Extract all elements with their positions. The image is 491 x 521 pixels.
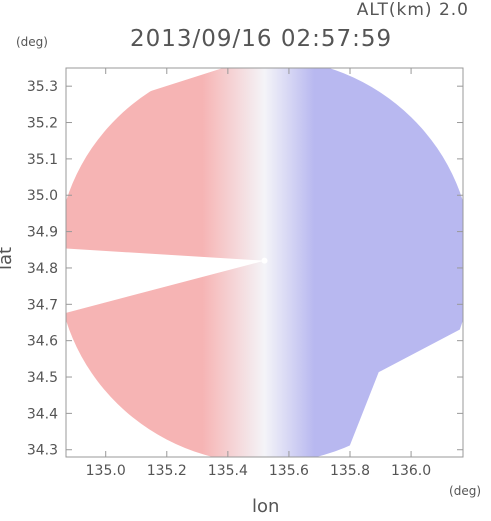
y-tick-label: 34.9 [27,225,58,241]
y-tick-label: 34.5 [27,370,58,386]
x-tick-label: 135.2 [147,463,187,479]
no-data-northwest [66,68,223,135]
no-data-southeast [345,327,463,457]
no-data-sector [66,248,265,313]
x-axis-unit: (deg) [449,484,481,498]
y-tick-label: 35.1 [27,152,58,168]
x-tick-label: 135.6 [269,463,309,479]
y-tick-label: 35.3 [27,79,58,95]
y-tick-label: 35.0 [27,188,58,204]
y-axis-unit: (deg) [16,35,48,49]
y-tick-label: 34.6 [27,334,58,350]
y-tick-label: 35.2 [27,116,58,132]
y-tick-label: 34.4 [27,406,58,422]
x-axis-label: lon [252,496,280,517]
x-tick-label: 136.0 [391,463,431,479]
y-tick-label: 34.8 [27,261,58,277]
timestamp-title: 2013/09/16 02:57:59 [130,26,393,52]
x-tick-label: 135.0 [86,463,126,479]
radar-site-marker [261,257,268,264]
y-tick-label: 34.3 [27,443,58,459]
altitude-label: ALT(km) 2.0 [356,0,469,20]
x-tick-label: 135.4 [208,463,248,479]
y-tick-label: 34.7 [27,297,58,313]
x-tick-label: 135.8 [330,463,370,479]
plot-frame [65,67,464,458]
